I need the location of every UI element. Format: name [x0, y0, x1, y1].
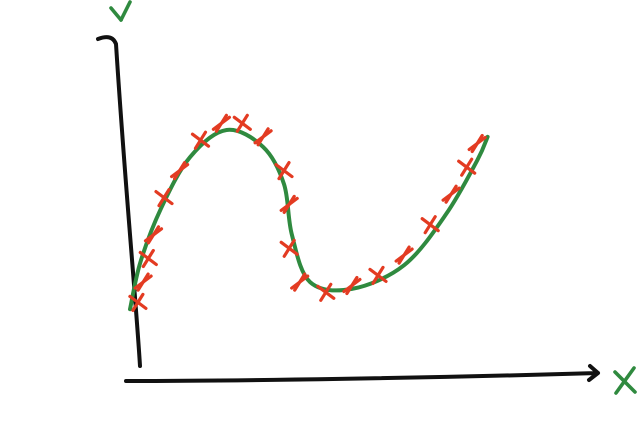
- data-point-mark: [190, 130, 211, 150]
- data-point-mark: [211, 113, 231, 133]
- data-point-mark: [232, 113, 252, 133]
- data-points: [128, 113, 487, 312]
- y-axis-line: [96, 35, 142, 368]
- x-axis-label-mark: [613, 366, 637, 395]
- data-point-mark: [467, 133, 487, 154]
- y-axis-label-mark: [109, 0, 132, 22]
- fitted-curve: [128, 127, 490, 312]
- data-point-mark: [128, 292, 148, 312]
- data-point-mark: [279, 238, 299, 258]
- data-point-mark: [441, 184, 461, 204]
- data-point-mark: [138, 248, 158, 269]
- data-point-mark: [279, 194, 299, 214]
- data-point-mark: [420, 215, 440, 235]
- data-point-mark: [170, 161, 190, 181]
- data-point-mark: [342, 275, 362, 296]
- data-point-mark: [133, 272, 153, 292]
- data-point-mark: [457, 157, 477, 177]
- data-point-mark: [368, 265, 388, 285]
- data-point-mark: [316, 282, 336, 302]
- data-point-mark: [253, 127, 273, 147]
- data-point-mark: [394, 245, 414, 265]
- data-point-mark: [274, 161, 294, 181]
- data-point-mark: [154, 188, 174, 208]
- data-point-mark: [143, 225, 164, 245]
- x-axis-line: [124, 364, 600, 383]
- data-point-mark: [290, 272, 310, 292]
